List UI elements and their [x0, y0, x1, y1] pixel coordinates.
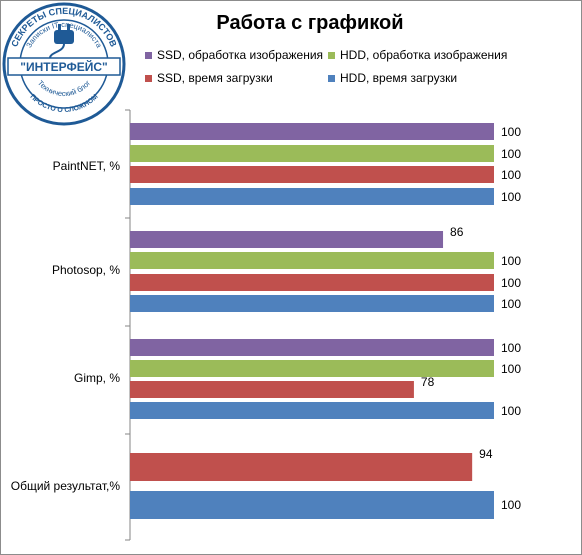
bar: [130, 402, 494, 419]
legend-item: HDD, время загрузки: [328, 71, 457, 85]
bar: [130, 453, 473, 481]
data-label: 100: [501, 498, 522, 512]
data-label: 100: [501, 275, 522, 290]
data-label: 100: [501, 340, 522, 355]
legend-label: SSD, обработка изображения: [157, 48, 324, 62]
bar: [130, 231, 444, 248]
bar: [130, 360, 494, 377]
legend-label: HDD, время загрузки: [340, 71, 458, 85]
bar: [130, 145, 494, 162]
legend-label: HDD, обработка изображения: [340, 48, 508, 62]
interface-logo: СЕКРЕТЫ СПЕЦИАЛИСТОВ Записки IT-специали…: [2, 2, 126, 126]
logo-name: "ИНТЕРФЕЙС": [20, 59, 107, 74]
bar: [130, 123, 494, 140]
category-label: Gimp, %: [73, 371, 120, 385]
category-label: PaintNET, %: [52, 159, 120, 173]
bar: [130, 339, 494, 356]
legend-swatch: [328, 51, 335, 59]
bar: [130, 274, 494, 291]
data-label: 100: [501, 361, 522, 376]
data-label: 100: [501, 189, 522, 204]
bar: [130, 381, 414, 398]
data-label: 100: [501, 296, 522, 311]
bar: [130, 295, 494, 312]
category-label: Photosop, %: [51, 263, 120, 277]
legend-item: HDD, обработка изображения: [328, 48, 507, 62]
legend-label: SSD, время загрузки: [157, 71, 273, 85]
data-label: 100: [501, 167, 522, 182]
plug-icon: [49, 24, 74, 59]
data-label: 94: [479, 447, 493, 461]
legend-swatch: [328, 74, 335, 82]
data-label: 86: [450, 225, 464, 239]
chart-title: Работа с графикой: [216, 12, 404, 34]
bar: [130, 166, 494, 183]
legend-item: SSD, время загрузки: [145, 71, 273, 85]
data-label: 100: [501, 253, 522, 268]
data-label: 100: [501, 146, 522, 161]
bar: [130, 491, 494, 519]
category-label: Общий результат,%: [10, 479, 120, 493]
bar: [130, 188, 494, 205]
data-label: 78: [420, 375, 435, 389]
legend-swatch: [145, 74, 152, 82]
legend-swatch: [145, 51, 152, 59]
legend-item: SSD, обработка изображения: [145, 48, 323, 62]
bar: [130, 252, 494, 269]
data-label: 100: [501, 403, 522, 418]
data-label: 100: [501, 124, 522, 139]
